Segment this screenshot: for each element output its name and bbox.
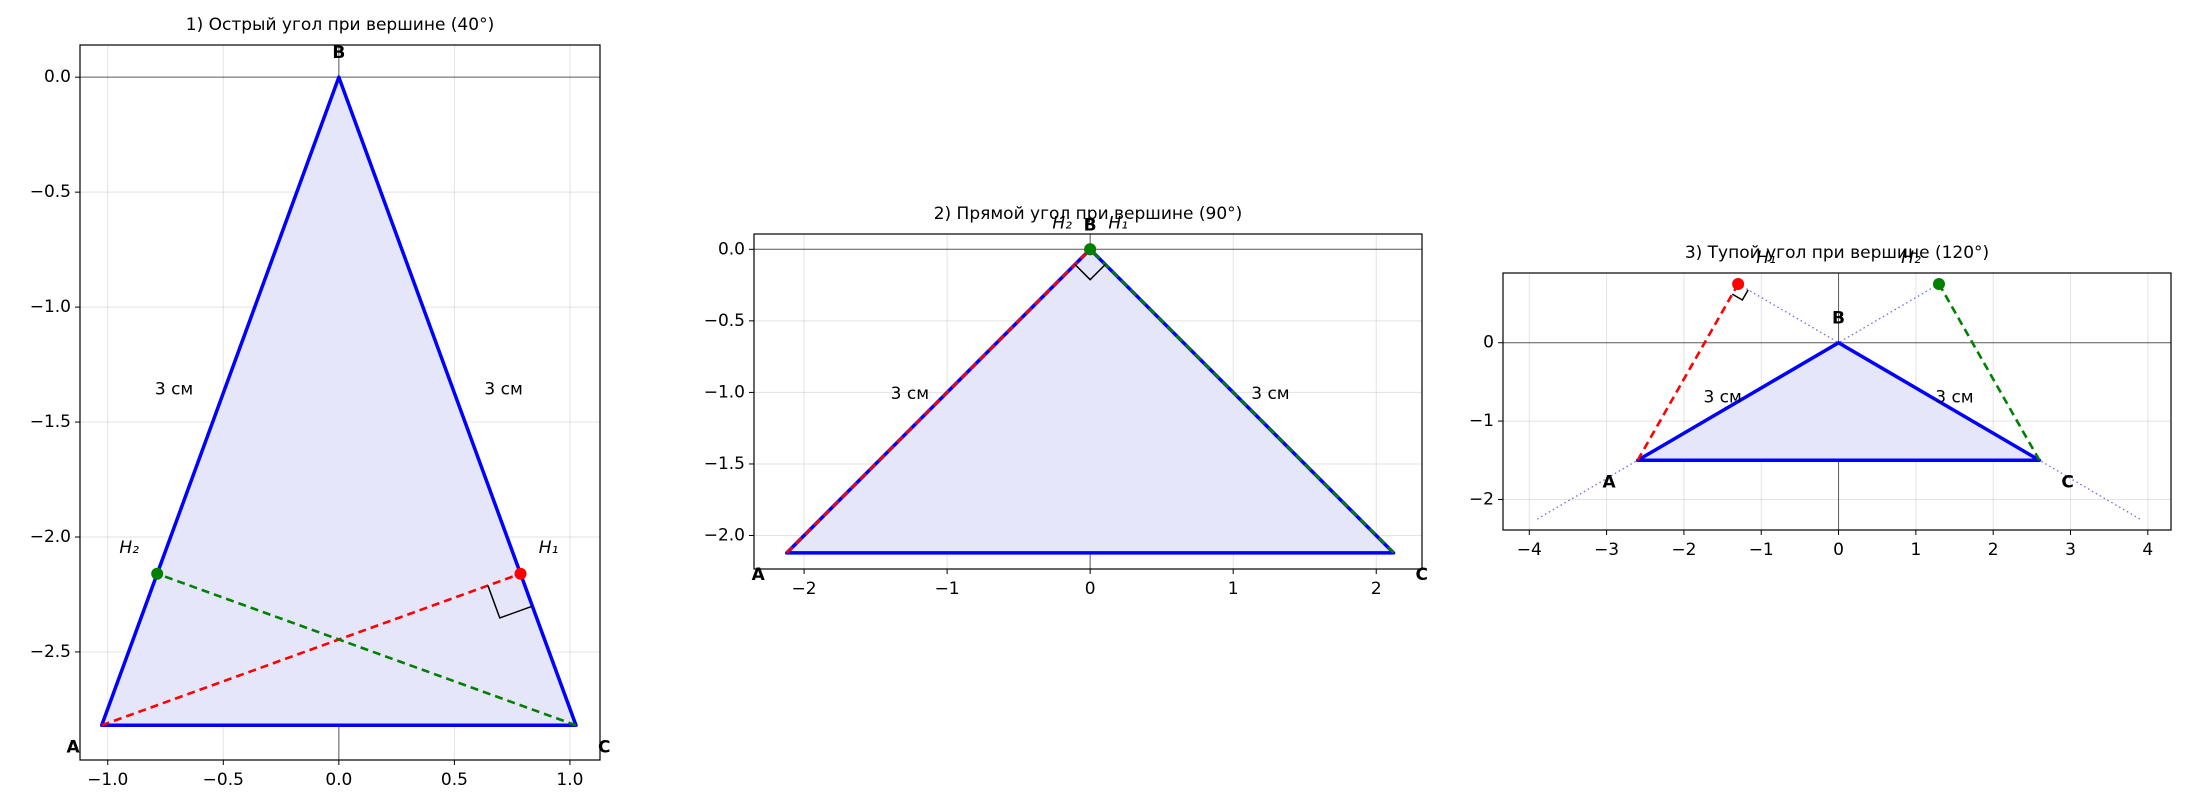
x-tick-label: 0.5 [441,770,468,790]
side-label: 3 см [1703,388,1741,408]
x-tick-label: 2 [1371,579,1382,599]
vertex-label: C [598,737,610,757]
x-tick-label: 0.0 [325,770,352,790]
y-tick-label: −1.0 [704,382,745,402]
vertex-label: A [752,565,766,585]
altitude [156,572,577,727]
plot-area [1503,273,2171,530]
x-tick-label: −1.0 [87,770,128,790]
side-extension [1536,283,1940,520]
vertex-label: A [1603,472,1617,492]
plot-area [80,45,600,760]
altitude [101,572,521,727]
x-tick-label: 0 [1833,540,1844,560]
side-label: 3 см [155,380,193,400]
plot-area [754,234,1422,569]
y-tick-label: −2 [1469,489,1494,509]
chart-title: 3) Тупой угол при вершине (120°) [1685,243,1989,263]
vertex-label: A [67,737,81,757]
foot-label: H₁ [1108,213,1128,233]
y-tick-label: −2.5 [30,642,71,662]
side-label: 3 см [1251,384,1289,404]
vertex-label: C [2061,472,2073,492]
altitude-foot [1732,277,1745,290]
altitude [785,248,1092,554]
y-tick-label: −0.5 [704,311,745,331]
altitude-foot [514,567,527,580]
y-tick-label: −0.5 [30,182,71,202]
vertex-label: B [1084,215,1097,235]
x-tick-label: −2 [792,579,817,599]
x-tick-label: −4 [1517,540,1542,560]
triangle [785,247,1396,555]
altitude [1937,283,2041,461]
y-tick-label: −1.5 [30,412,71,432]
y-tick-label: −1 [1469,411,1494,431]
x-tick-label: −3 [1594,540,1619,560]
vertex-label: B [332,43,345,63]
y-tick-label: −2.0 [704,526,745,546]
y-tick-label: 0.0 [44,67,71,87]
side-extension [1737,283,2141,520]
axes-frame [753,233,1423,570]
x-tick-label: 1.0 [556,770,583,790]
x-tick-label: 3 [2065,540,2076,560]
foot-label: H₂ [1901,248,1921,268]
right-angle [487,585,533,619]
y-tick-label: 0 [1483,333,1494,353]
x-tick-label: −1 [1749,540,1774,560]
side-label: 3 см [484,380,522,400]
foot-label: H₂ [119,538,139,558]
x-tick-label: −2 [1671,540,1696,560]
foot-label: H₁ [1756,248,1776,268]
foot-label: H₁ [539,538,559,558]
side-label: 3 см [891,384,929,404]
triangle [99,75,578,728]
altitude-foot [151,567,164,580]
y-tick-label: −1.5 [704,454,745,474]
altitude [1089,248,1395,554]
foot-label: H₂ [1052,213,1072,233]
x-tick-label: 1 [1228,579,1239,599]
chart-title: 1) Острый угол при вершине (40°) [186,15,494,35]
y-tick-label: 0.0 [718,239,745,259]
x-tick-label: 2 [1988,540,1999,560]
side-label: 3 см [1935,388,1973,408]
y-tick-label: −1.0 [30,297,71,317]
x-tick-label: −1 [935,579,960,599]
x-tick-label: 4 [2142,540,2153,560]
x-tick-label: 1 [1910,540,1921,560]
altitude-foot [1084,243,1097,256]
right-angle [1731,289,1749,302]
vertex-label: C [1416,565,1428,585]
x-tick-label: −0.5 [203,770,244,790]
axes-frame [1502,272,2172,531]
axes-frame [79,44,601,761]
chart-title: 2) Прямой угол при вершине (90°) [934,204,1243,224]
vertex-label: B [1832,309,1845,329]
right-angle [1074,263,1106,281]
x-tick-label: 0 [1085,579,1096,599]
altitude [1636,283,1740,461]
y-tick-label: −2.0 [30,527,71,547]
altitude-foot [1932,277,1945,290]
triangle [1635,340,2042,463]
